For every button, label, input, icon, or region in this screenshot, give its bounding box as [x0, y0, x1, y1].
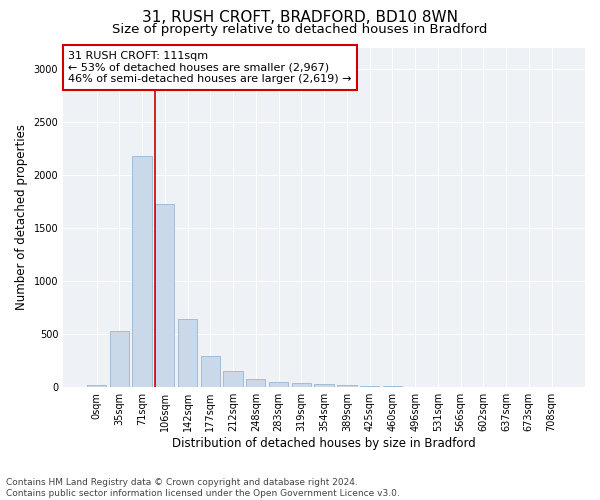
Bar	[292, 384, 311, 387]
Bar	[200, 356, 220, 387]
Bar	[406, 386, 425, 387]
Bar	[110, 332, 129, 387]
Bar	[155, 204, 175, 387]
Bar	[360, 386, 379, 387]
Bar	[133, 156, 152, 387]
Y-axis label: Number of detached properties: Number of detached properties	[15, 124, 28, 310]
Bar	[246, 378, 265, 387]
X-axis label: Distribution of detached houses by size in Bradford: Distribution of detached houses by size …	[172, 437, 476, 450]
Bar	[223, 371, 243, 387]
Text: 31 RUSH CROFT: 111sqm
← 53% of detached houses are smaller (2,967)
46% of semi-d: 31 RUSH CROFT: 111sqm ← 53% of detached …	[68, 51, 352, 84]
Bar	[87, 384, 106, 387]
Bar	[269, 382, 288, 387]
Bar	[314, 384, 334, 387]
Text: 31, RUSH CROFT, BRADFORD, BD10 8WN: 31, RUSH CROFT, BRADFORD, BD10 8WN	[142, 10, 458, 25]
Bar	[178, 320, 197, 387]
Text: Size of property relative to detached houses in Bradford: Size of property relative to detached ho…	[112, 22, 488, 36]
Text: Contains HM Land Registry data © Crown copyright and database right 2024.
Contai: Contains HM Land Registry data © Crown c…	[6, 478, 400, 498]
Bar	[337, 385, 356, 387]
Bar	[383, 386, 402, 387]
